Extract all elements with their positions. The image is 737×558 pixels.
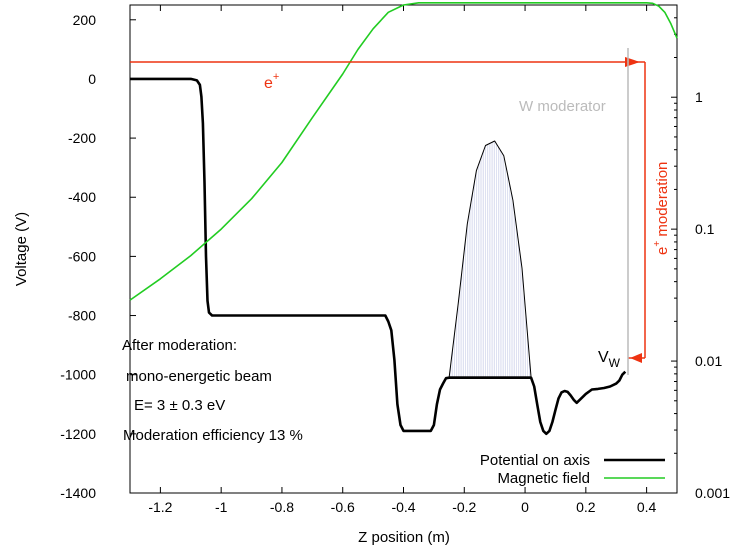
annot-after-moderation: After moderation: xyxy=(122,337,237,354)
x-tick-label: -1.2 xyxy=(148,499,172,515)
axis-ticks: -1.2 -1 -0.8 -0.6 -0.4 -0.2 0 0.2 0.4 200 0 -200 -40… xyxy=(60,4,730,515)
y-tick-label: 200 xyxy=(73,12,97,28)
plot-frame xyxy=(129,4,678,494)
y2-tick-label: 0.1 xyxy=(695,221,715,237)
x-tick-label: 0.4 xyxy=(637,499,657,515)
magnetic-field-line xyxy=(129,1,678,301)
x-tick-label: 0.2 xyxy=(576,499,596,515)
moderation-label: e+ moderation xyxy=(652,162,671,255)
positron-label: e+ xyxy=(264,71,279,92)
legend-label-potential: Potential on axis xyxy=(480,452,590,469)
y2-tick-label: 0.001 xyxy=(695,485,730,501)
x-tick-label: -0.6 xyxy=(331,499,355,515)
legend-label-magnetic: Magnetic field xyxy=(497,470,590,487)
x-axis-title: Z position (m) xyxy=(358,529,450,546)
x-tick-label: -1 xyxy=(215,499,228,515)
y-tick-label: -400 xyxy=(68,189,96,205)
y2-tick-label: 1 xyxy=(695,89,703,105)
x-tick-label: -0.8 xyxy=(270,499,294,515)
y-tick-label: -600 xyxy=(68,248,96,264)
y-tick-label: -800 xyxy=(68,308,96,324)
beam-arrowhead-left xyxy=(630,353,642,363)
x-tick-label: -0.2 xyxy=(452,499,476,515)
x-tick-label: 0 xyxy=(521,499,529,515)
trap-well-profile-line xyxy=(448,140,532,378)
legend: Potential on axis Magnetic field xyxy=(480,452,665,487)
vw-label: VW xyxy=(598,349,621,370)
y-tick-label: 0 xyxy=(88,71,96,87)
annot-energy: E= 3 ± 0.3 eV xyxy=(134,397,225,414)
series-layer xyxy=(129,1,678,436)
trap-fill-hatching xyxy=(450,141,530,378)
annot-efficiency: Moderation efficiency 13 % xyxy=(123,427,303,444)
y-axis-title: Voltage (V) xyxy=(13,212,30,286)
x-tick-label: -0.4 xyxy=(391,499,415,515)
y2-tick-label: 0.01 xyxy=(695,353,722,369)
y-tick-label: -1200 xyxy=(60,426,96,442)
w-moderator-label: W moderator xyxy=(519,98,606,115)
y-tick-label: -1000 xyxy=(60,367,96,383)
y-tick-label: -200 xyxy=(68,130,96,146)
y-tick-label: -1400 xyxy=(60,485,96,501)
annot-mono-beam: mono-energetic beam xyxy=(126,368,272,385)
